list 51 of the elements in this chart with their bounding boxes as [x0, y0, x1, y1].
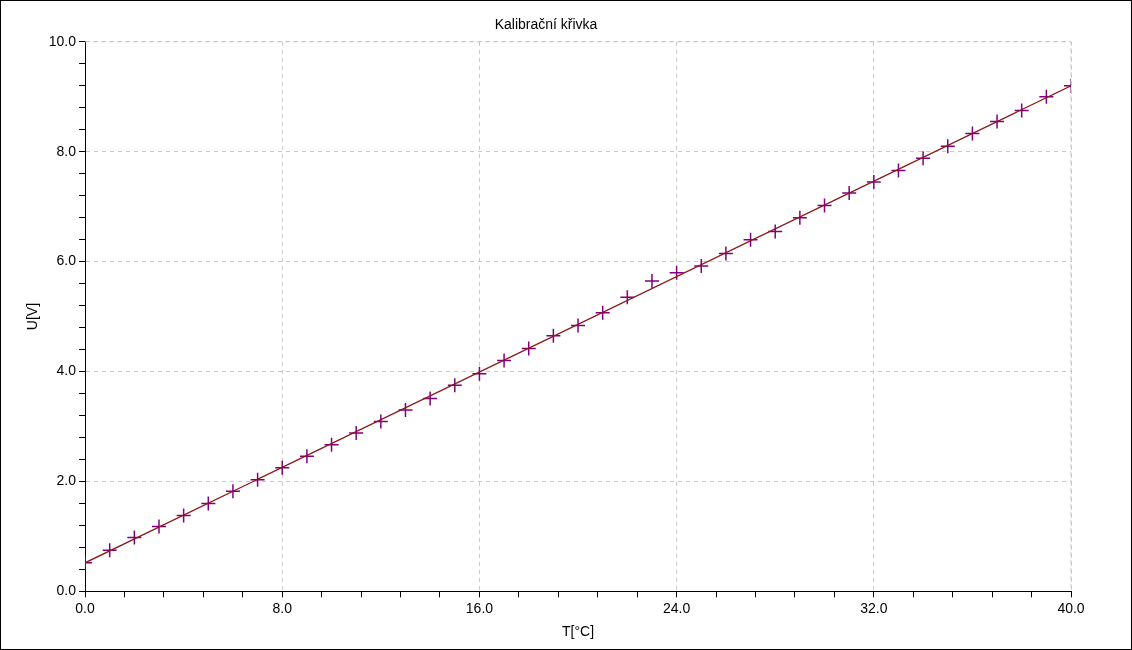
point — [471, 366, 488, 382]
x-axis-title: T[°C] — [562, 623, 595, 640]
point — [866, 174, 882, 190]
point — [989, 113, 1005, 130]
point — [274, 459, 290, 476]
point — [496, 352, 512, 369]
point — [668, 264, 685, 281]
y-tick-label: 2.0 — [56, 472, 77, 489]
point — [545, 328, 562, 344]
point — [816, 197, 833, 214]
point — [520, 340, 537, 357]
point — [940, 138, 956, 154]
y-axis-title: U[V] — [24, 302, 41, 331]
point — [693, 258, 710, 274]
point — [126, 529, 143, 546]
point — [225, 483, 241, 500]
point — [742, 231, 759, 248]
chart-title: Kalibrační křivka — [494, 16, 598, 33]
y-tick-label: 0.0 — [56, 582, 77, 599]
point — [447, 377, 463, 394]
point — [1038, 89, 1055, 105]
y-tick-label: 10.0 — [48, 32, 77, 49]
point — [570, 317, 586, 334]
point — [397, 402, 414, 418]
point — [200, 495, 217, 512]
point — [323, 436, 340, 453]
y-tick-label: 6.0 — [56, 252, 77, 269]
point — [964, 125, 981, 142]
point — [890, 162, 907, 179]
point — [841, 185, 857, 201]
point — [644, 273, 660, 289]
point — [348, 425, 364, 441]
y-tick-label: 4.0 — [56, 362, 77, 379]
x-tick-label: 24.0 — [662, 599, 691, 616]
point — [249, 472, 266, 488]
point — [299, 448, 315, 464]
point — [915, 150, 931, 167]
point — [594, 305, 611, 321]
point — [101, 542, 118, 558]
point — [792, 209, 808, 226]
x-tick-label: 8.0 — [272, 599, 293, 616]
x-tick-label: 32.0 — [860, 599, 888, 616]
x-tick-label: 40.0 — [1057, 599, 1085, 616]
point — [175, 507, 192, 524]
point — [718, 245, 734, 262]
point — [1013, 102, 1030, 119]
x-tick-label: 0.0 — [75, 599, 95, 616]
y-tick-label: 8.0 — [56, 142, 77, 159]
point — [151, 518, 167, 535]
point — [373, 413, 389, 430]
x-tick-label: 16.0 — [465, 599, 494, 616]
